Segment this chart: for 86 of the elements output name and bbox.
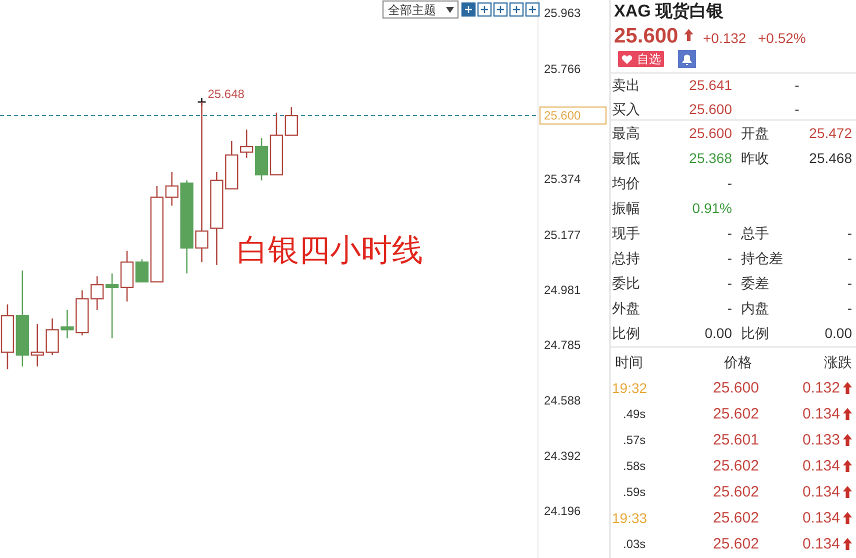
text: 白银四小时线 (237, 232, 423, 268)
text: - (847, 225, 852, 241)
text: 25.641 (689, 77, 732, 93)
text: 25.600 (713, 380, 759, 396)
text: 现手 (612, 225, 640, 241)
candlestick (60, 309, 74, 339)
y-tick-label: 24.196 (544, 504, 582, 518)
y-tick-label: 25.963 (544, 6, 582, 20)
text: 昨收 (741, 150, 769, 166)
text: 0.134 (802, 510, 840, 526)
text: 0.133 (802, 432, 840, 448)
text: .49s (623, 407, 646, 421)
text: 0.132 (802, 380, 840, 396)
text: 外盘 (612, 300, 640, 316)
y-tick-label: 25.766 (544, 62, 582, 76)
text: 0.134 (802, 536, 840, 552)
text: +0.52% (758, 30, 806, 46)
text: .03s (623, 537, 646, 551)
text: 0.134 (802, 458, 840, 474)
text: - (794, 101, 800, 117)
candlestick (240, 128, 254, 158)
text: 卖出 (612, 77, 640, 93)
text: 最高 (612, 125, 640, 141)
text: - (847, 300, 852, 316)
text: 总持 (611, 250, 640, 266)
text: - (727, 250, 732, 266)
text: 内盘 (741, 300, 769, 316)
text: 25.602 (713, 484, 759, 500)
text: 0.91% (692, 200, 732, 216)
text: 涨跌 (824, 354, 852, 370)
text: 振幅 (612, 200, 640, 216)
text: 开盘 (741, 125, 769, 141)
y-tick-label: 25.374 (544, 172, 582, 186)
text: - (847, 275, 852, 291)
text: +0.132 (703, 30, 746, 46)
text: .59s (623, 485, 646, 499)
y-tick-label: 24.785 (544, 338, 582, 352)
text: .57s (623, 433, 646, 447)
annotation: 25.648 (208, 87, 245, 102)
text: 25.468 (809, 150, 852, 166)
text: 19:33 (612, 510, 648, 526)
text: 19:32 (612, 380, 648, 396)
text: - (727, 275, 732, 291)
text: 委差 (741, 275, 769, 291)
text: 委比 (612, 275, 640, 291)
text: 25.472 (809, 125, 852, 141)
text: .58s (623, 459, 646, 473)
text: 25.600 (689, 101, 732, 117)
text: 均价 (611, 175, 640, 191)
text: 时间 (615, 354, 643, 370)
candlestick (106, 272, 119, 339)
y-tick-label: 24.981 (544, 282, 582, 297)
text: 25.600 (614, 24, 678, 48)
text: 买入 (612, 101, 640, 117)
text: 0.134 (802, 406, 840, 422)
text: - (727, 300, 732, 316)
text: 总手 (740, 225, 769, 241)
text: 0.134 (802, 484, 840, 500)
text: 持仓差 (741, 250, 783, 266)
candlestick (135, 258, 149, 282)
text: 25.600 (689, 125, 732, 141)
text: 25.602 (713, 458, 759, 474)
text: 价格 (723, 354, 752, 370)
candlestick (165, 171, 178, 206)
text: 0.00 (824, 325, 852, 341)
text: - (847, 250, 852, 266)
text: 25.602 (713, 536, 759, 552)
text: 25.601 (713, 432, 759, 448)
y-tick-label: 25.177 (544, 228, 582, 242)
text: 自选 (637, 52, 661, 66)
text: - (727, 225, 732, 241)
text: - (794, 77, 800, 93)
annotation: 全部主题 (388, 3, 436, 17)
y-tick-label: 24.392 (544, 448, 582, 463)
text: 25.602 (713, 510, 759, 526)
text: 比例 (612, 325, 640, 341)
text: XAG 现货白银 (614, 2, 725, 20)
y-tick-label: 24.588 (544, 394, 582, 408)
candlestick (284, 106, 298, 136)
text: 25.602 (713, 406, 759, 422)
text: 比例 (741, 325, 769, 341)
text: 25.368 (689, 150, 732, 166)
ref-line-label: 25.600 (544, 108, 582, 123)
text: 最低 (612, 150, 640, 166)
text: - (727, 175, 732, 191)
text: 0.00 (704, 325, 732, 341)
